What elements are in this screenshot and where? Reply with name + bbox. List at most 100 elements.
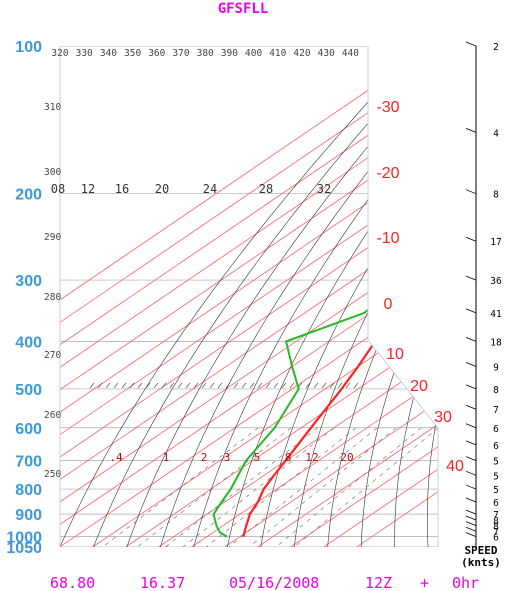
hatch-mark — [353, 382, 359, 389]
wind-barb — [465, 521, 477, 527]
theta-top-label: 420 — [293, 48, 310, 59]
mixing-ratio-line — [182, 427, 335, 547]
isotherm-line — [356, 46, 438, 547]
pressure-label: 500 — [15, 382, 42, 399]
mixing-ratio-lower-label: 5 — [254, 451, 261, 464]
isotherm-line — [60, 46, 438, 547]
footer-date: 05/16/2008 — [229, 574, 319, 591]
theta-left-label: 310 — [44, 102, 61, 113]
hatch-mark — [129, 382, 135, 389]
wind-barb — [465, 470, 477, 476]
wind-barb — [465, 456, 477, 461]
hatch-mark — [225, 382, 231, 389]
temperature-right-label: 0 — [384, 296, 393, 313]
wind-barb — [465, 275, 477, 281]
hatch-mark — [209, 382, 215, 389]
isotherm-line — [257, 46, 438, 547]
wind-speed-label: 4 — [493, 128, 499, 139]
wind-barb — [465, 423, 477, 429]
wind-speed-label: 9 — [493, 362, 499, 373]
isotherm-line — [224, 46, 438, 547]
theta-top-label: 390 — [221, 48, 238, 59]
temperature-right-label: 10 — [386, 346, 404, 363]
dry-adiabat-line — [193, 46, 438, 547]
dry-adiabat-line — [227, 46, 438, 547]
theta-top-label: 430 — [318, 48, 335, 59]
dry-adiabat-line — [60, 46, 420, 547]
temperature-right-label: -10 — [376, 230, 399, 247]
wind-speed-label: 8 — [493, 385, 499, 396]
theta-top-label: 400 — [245, 48, 262, 59]
theta-left-label: 250 — [44, 469, 61, 480]
temperature-right-label: 20 — [410, 378, 428, 395]
mixing-ratio-upper-label: 08 — [51, 182, 65, 196]
footer-lat: 68.80 — [50, 574, 95, 591]
footer-forecast: 0hr — [452, 574, 479, 591]
mixing-ratio-line — [275, 427, 422, 547]
theta-top-label: 440 — [342, 48, 359, 59]
wind-speed-label: 5 — [493, 485, 499, 496]
temperature-right-label: -20 — [376, 165, 399, 182]
isotherm-line — [60, 46, 438, 547]
hatch-mark — [273, 382, 279, 389]
hatch-mark — [177, 382, 183, 389]
hatch-mark — [337, 382, 343, 389]
temperature-profile-line — [242, 46, 438, 537]
wind-barb — [465, 532, 477, 537]
wind-barb — [465, 404, 477, 410]
footer-lon: 16.37 — [140, 574, 185, 591]
hatch-mark — [233, 382, 239, 389]
knts-label: (knts) — [461, 556, 501, 569]
wind-speed-label: 36 — [490, 276, 502, 287]
hatch-mark — [249, 382, 255, 389]
wind-speed-label: 18 — [490, 337, 502, 348]
isotherm-line — [92, 46, 438, 547]
wind-barb — [465, 526, 477, 532]
wind-barb — [465, 515, 477, 521]
theta-left-label: 270 — [44, 350, 61, 361]
mixing-ratio-lower-label: .4 — [109, 451, 123, 464]
wind-speed-label: 7 — [493, 510, 499, 521]
mixing-ratio-line — [206, 427, 357, 547]
pressure-label: 600 — [15, 421, 42, 438]
wind-speed-label: 7 — [493, 527, 499, 538]
hatch-mark — [345, 382, 351, 389]
mixing-ratio-lower-label: 1 — [163, 451, 170, 464]
plot-right-border — [367, 46, 439, 547]
temperature-right-label: 40 — [446, 458, 464, 475]
hatch-mark — [113, 382, 119, 389]
theta-left-label: 260 — [44, 410, 61, 421]
isotherm-line — [125, 46, 438, 547]
pressure-label: 800 — [15, 482, 42, 499]
dry-adiabat-line — [360, 46, 438, 547]
wind-barb — [465, 509, 477, 515]
pressure-label: 700 — [15, 454, 42, 471]
theta-left-label: 280 — [44, 292, 61, 303]
speed-label: SPEED — [464, 544, 497, 557]
mixing-ratio-upper-label: 28 — [259, 182, 273, 196]
hatch-mark — [305, 382, 311, 389]
wind-speed-label: 7 — [493, 405, 499, 416]
wind-barb — [465, 128, 477, 133]
isotherm-line — [60, 46, 438, 547]
mixing-ratio-line — [294, 427, 438, 547]
dry-adiabat-line — [327, 46, 438, 547]
theta-left-label: 300 — [44, 167, 61, 178]
hatch-mark — [265, 382, 271, 389]
hatch-mark — [185, 382, 191, 389]
hatch-mark — [161, 382, 167, 389]
mixing-ratio-lower-label: 20 — [340, 451, 353, 464]
pressure-label: 100 — [15, 39, 42, 56]
dry-adiabat-line — [394, 46, 438, 547]
isotherm-line — [158, 46, 438, 547]
mixing-ratio-upper-label: 24 — [203, 182, 217, 196]
hatch-mark — [145, 382, 151, 389]
hatch-mark — [169, 382, 175, 389]
wind-barb — [465, 497, 477, 503]
footer-hour: 12Z — [365, 574, 392, 591]
theta-top-label: 320 — [51, 48, 68, 59]
wind-barb — [465, 337, 477, 342]
isotherm-line — [191, 46, 438, 547]
